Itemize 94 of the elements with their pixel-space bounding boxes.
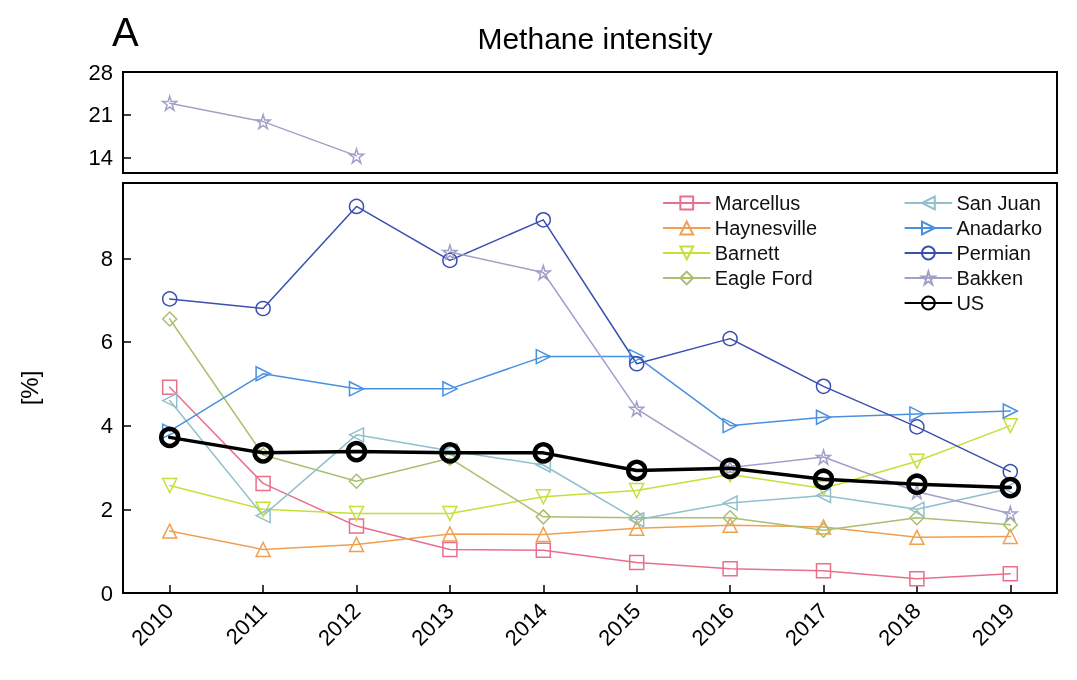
point <box>909 501 925 518</box>
point <box>909 571 925 587</box>
point <box>348 518 365 534</box>
point <box>255 541 271 558</box>
point <box>815 487 832 504</box>
point <box>815 409 832 426</box>
point <box>722 330 738 347</box>
point <box>628 482 645 499</box>
point <box>348 148 365 164</box>
point <box>348 198 365 215</box>
point <box>815 563 832 579</box>
y-tick-label: 4 <box>100 413 113 439</box>
point <box>1002 517 1019 533</box>
point <box>348 381 365 397</box>
point <box>909 529 925 546</box>
point <box>1002 528 1019 545</box>
point <box>628 401 645 417</box>
point <box>158 426 181 449</box>
point <box>909 406 925 422</box>
point <box>1002 403 1019 419</box>
point <box>812 468 835 490</box>
point <box>535 264 552 281</box>
point <box>628 554 645 571</box>
legend-label: Marcellus <box>714 192 801 214</box>
legend-label: Barnett <box>714 242 780 264</box>
point <box>255 507 271 524</box>
point <box>535 489 552 505</box>
point <box>442 252 458 269</box>
point <box>722 417 738 434</box>
point <box>722 509 738 526</box>
legend-label: San Juan <box>956 192 1041 214</box>
point <box>161 311 178 327</box>
chart-title: Methane intensity <box>477 21 713 55</box>
text: A <box>112 10 139 54</box>
y-tick-label: 14 <box>88 145 113 171</box>
point <box>1002 566 1019 582</box>
point <box>535 542 552 559</box>
point <box>628 348 645 365</box>
point <box>722 495 738 511</box>
point <box>722 560 738 577</box>
y-tick-label: 0 <box>100 580 113 606</box>
point <box>628 355 645 372</box>
point <box>252 442 274 464</box>
point <box>909 453 925 469</box>
point <box>532 442 555 464</box>
point <box>909 509 925 526</box>
y-tick-label: 28 <box>88 59 113 85</box>
point <box>1002 505 1019 522</box>
y-axis-title: [%] <box>15 370 43 406</box>
point <box>255 113 271 130</box>
y-tick-label: 2 <box>100 496 113 522</box>
point <box>348 505 365 522</box>
legend-label: Permian <box>956 242 1031 264</box>
point <box>442 541 458 558</box>
point <box>535 526 552 543</box>
y-tick-label: 21 <box>88 102 113 128</box>
legend-label: Eagle Ford <box>714 267 813 289</box>
legend-label: US <box>956 292 985 314</box>
point <box>625 459 648 482</box>
point <box>722 517 738 533</box>
point <box>535 348 552 365</box>
point <box>255 300 271 317</box>
point <box>348 473 365 490</box>
point <box>161 523 178 539</box>
point <box>255 366 271 382</box>
legend-label: Bakken <box>956 267 1024 289</box>
point <box>815 378 832 395</box>
y-tick-label: 8 <box>100 245 113 271</box>
point <box>348 427 365 443</box>
point <box>439 442 461 464</box>
y-tick-label: 6 <box>100 329 113 355</box>
point <box>815 449 832 465</box>
point <box>442 244 458 260</box>
point <box>161 95 178 111</box>
point <box>442 505 458 522</box>
point <box>161 477 178 494</box>
point <box>161 291 178 307</box>
point <box>348 536 365 553</box>
legend-label: Anadarko <box>956 217 1043 239</box>
point <box>628 520 645 536</box>
point <box>442 526 458 542</box>
point <box>161 379 178 395</box>
point <box>255 475 271 492</box>
point <box>535 509 552 525</box>
point <box>442 381 458 397</box>
point <box>909 419 925 435</box>
point <box>255 501 271 518</box>
point <box>1002 417 1019 434</box>
point <box>906 473 928 495</box>
point <box>1002 463 1019 480</box>
point <box>161 392 178 409</box>
point <box>345 440 368 463</box>
point <box>535 212 552 228</box>
legend-label: Haynesville <box>714 217 817 239</box>
